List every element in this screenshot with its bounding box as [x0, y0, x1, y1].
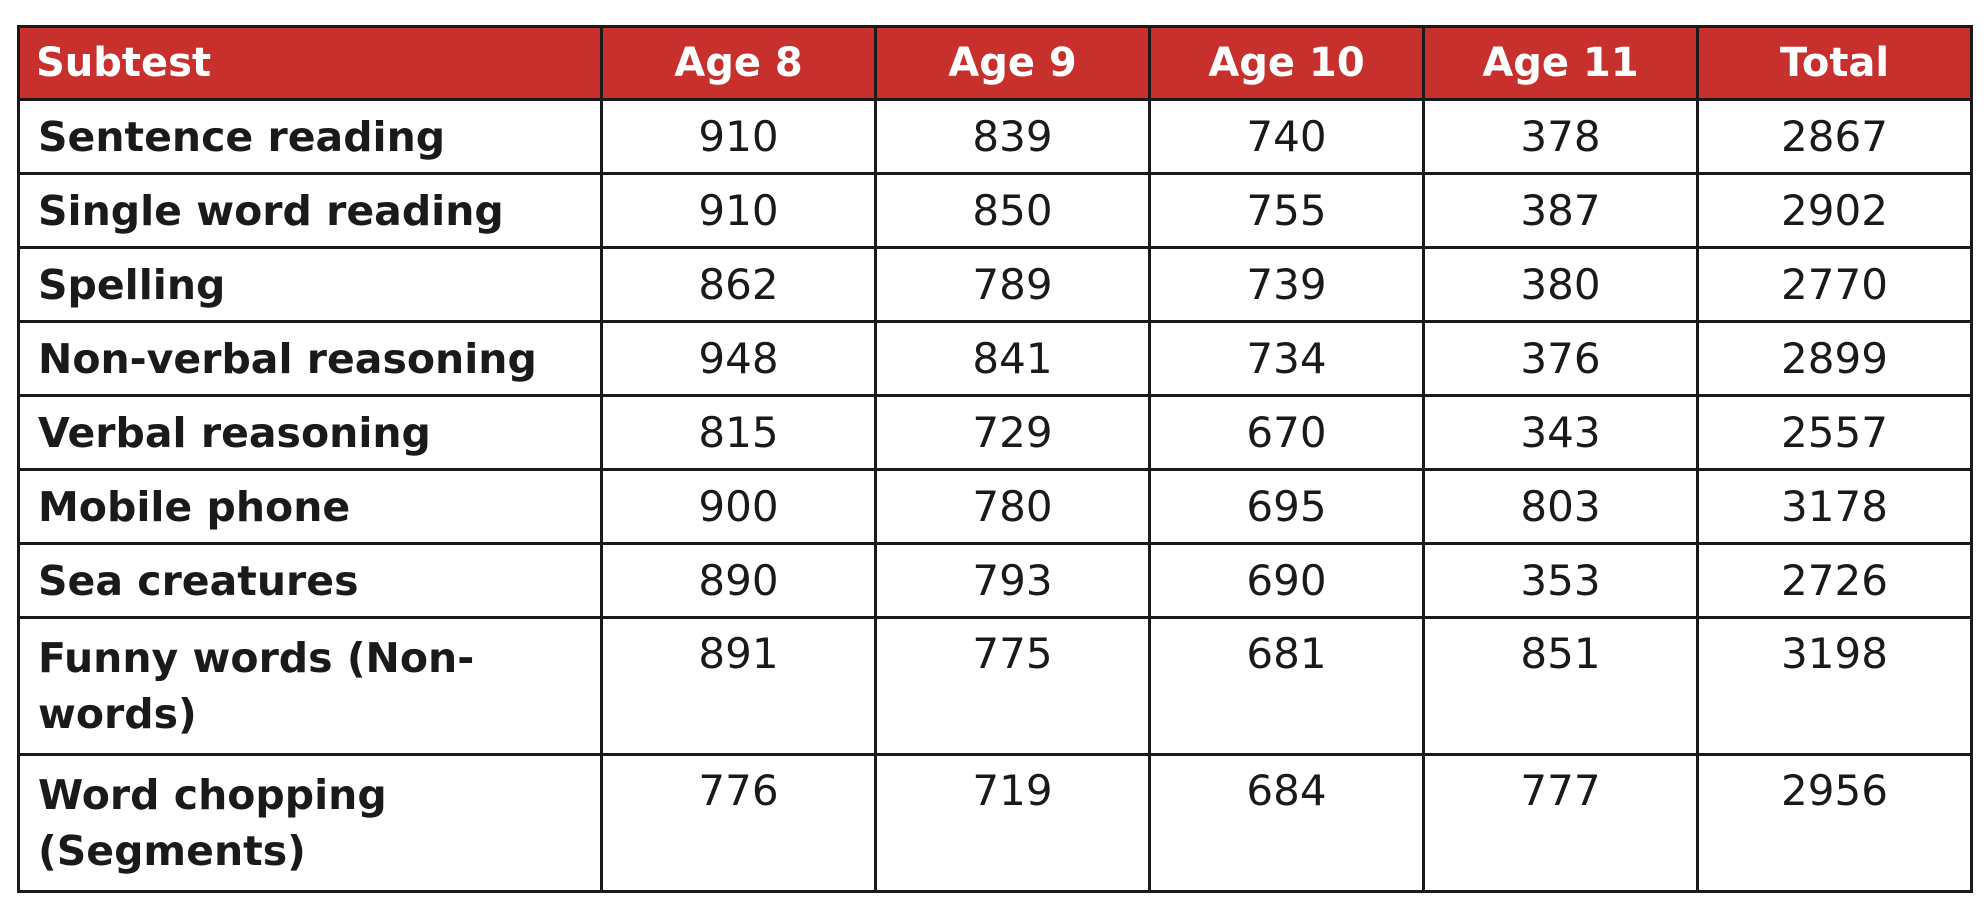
header-age-9: Age 9 — [874, 25, 1151, 101]
table-row: Funny words (Non-words) 891 775 681 851 … — [17, 616, 1973, 756]
row-subtest-label: Single word reading — [17, 172, 603, 249]
cell-age-10: 681 — [1148, 616, 1425, 756]
subtest-table-container: Subtest Age 8 Age 9 Age 10 Age 11 Total … — [17, 25, 1973, 893]
cell-total: 2899 — [1696, 320, 1973, 397]
cell-age-10: 755 — [1148, 172, 1425, 249]
table-row: Spelling 862 789 739 380 2770 — [17, 246, 1973, 323]
cell-age-9: 839 — [874, 98, 1151, 175]
cell-age-11: 353 — [1422, 542, 1699, 619]
table-row: Sentence reading 910 839 740 378 2867 — [17, 98, 1973, 175]
row-subtest-label: Sentence reading — [17, 98, 603, 175]
cell-age-11: 343 — [1422, 394, 1699, 471]
cell-age-8: 948 — [600, 320, 877, 397]
cell-age-10: 684 — [1148, 753, 1425, 893]
cell-total: 2770 — [1696, 246, 1973, 323]
header-row: Subtest Age 8 Age 9 Age 10 Age 11 Total — [17, 25, 1973, 101]
cell-age-10: 740 — [1148, 98, 1425, 175]
cell-age-10: 670 — [1148, 394, 1425, 471]
header-age-8: Age 8 — [600, 25, 877, 101]
cell-age-8: 776 — [600, 753, 877, 893]
cell-age-9: 780 — [874, 468, 1151, 545]
cell-age-8: 910 — [600, 98, 877, 175]
header-total: Total — [1696, 25, 1973, 101]
table-row: Mobile phone 900 780 695 803 3178 — [17, 468, 1973, 545]
cell-age-9: 719 — [874, 753, 1151, 893]
row-subtest-label: Mobile phone — [17, 468, 603, 545]
cell-age-9: 841 — [874, 320, 1151, 397]
cell-age-10: 690 — [1148, 542, 1425, 619]
table-header: Subtest Age 8 Age 9 Age 10 Age 11 Total — [17, 25, 1973, 101]
row-subtest-label: Sea creatures — [17, 542, 603, 619]
cell-age-8: 891 — [600, 616, 877, 756]
cell-age-9: 729 — [874, 394, 1151, 471]
cell-total: 2726 — [1696, 542, 1973, 619]
header-age-10: Age 10 — [1148, 25, 1425, 101]
cell-age-11: 380 — [1422, 246, 1699, 323]
cell-age-11: 376 — [1422, 320, 1699, 397]
cell-total: 2902 — [1696, 172, 1973, 249]
subtest-table: Subtest Age 8 Age 9 Age 10 Age 11 Total … — [17, 25, 1973, 893]
table-row: Single word reading 910 850 755 387 2902 — [17, 172, 1973, 249]
header-age-11: Age 11 — [1422, 25, 1699, 101]
cell-age-8: 900 — [600, 468, 877, 545]
row-subtest-label: Spelling — [17, 246, 603, 323]
cell-age-11: 387 — [1422, 172, 1699, 249]
row-subtest-label: Verbal reasoning — [17, 394, 603, 471]
cell-age-10: 739 — [1148, 246, 1425, 323]
cell-age-10: 695 — [1148, 468, 1425, 545]
table-row: Word chopping (Segments) 776 719 684 777… — [17, 753, 1973, 893]
cell-age-10: 734 — [1148, 320, 1425, 397]
cell-total: 2867 — [1696, 98, 1973, 175]
cell-age-8: 890 — [600, 542, 877, 619]
cell-age-11: 777 — [1422, 753, 1699, 893]
cell-age-11: 803 — [1422, 468, 1699, 545]
cell-age-8: 815 — [600, 394, 877, 471]
cell-total: 3178 — [1696, 468, 1973, 545]
cell-age-8: 862 — [600, 246, 877, 323]
cell-age-9: 793 — [874, 542, 1151, 619]
cell-age-11: 851 — [1422, 616, 1699, 756]
cell-age-9: 850 — [874, 172, 1151, 249]
cell-total: 3198 — [1696, 616, 1973, 756]
header-subtest: Subtest — [17, 25, 603, 101]
table-body: Sentence reading 910 839 740 378 2867 Si… — [17, 98, 1973, 893]
table-row: Non-verbal reasoning 948 841 734 376 289… — [17, 320, 1973, 397]
cell-age-8: 910 — [600, 172, 877, 249]
table-row: Verbal reasoning 815 729 670 343 2557 — [17, 394, 1973, 471]
row-subtest-label: Non-verbal reasoning — [17, 320, 603, 397]
cell-total: 2557 — [1696, 394, 1973, 471]
cell-age-9: 789 — [874, 246, 1151, 323]
row-subtest-label: Funny words (Non-words) — [17, 616, 603, 756]
table-row: Sea creatures 890 793 690 353 2726 — [17, 542, 1973, 619]
cell-age-11: 378 — [1422, 98, 1699, 175]
row-subtest-label: Word chopping (Segments) — [17, 753, 603, 893]
cell-total: 2956 — [1696, 753, 1973, 893]
cell-age-9: 775 — [874, 616, 1151, 756]
